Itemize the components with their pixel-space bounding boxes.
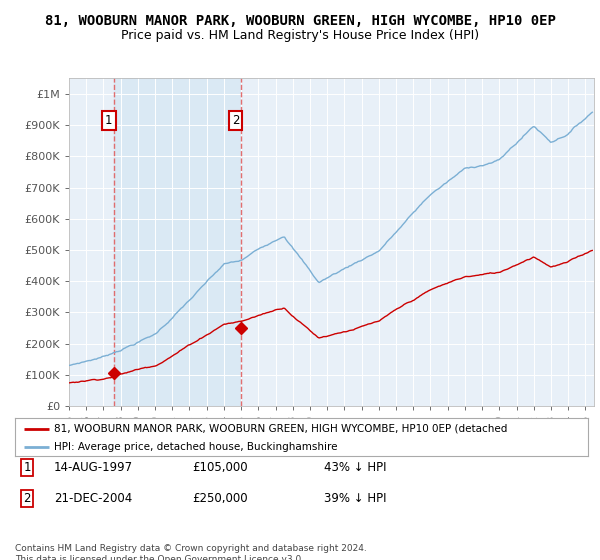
Text: Contains HM Land Registry data © Crown copyright and database right 2024.
This d: Contains HM Land Registry data © Crown c…: [15, 544, 367, 560]
Text: 1: 1: [105, 114, 113, 127]
Text: £105,000: £105,000: [192, 461, 248, 474]
Bar: [114, 78, 241, 406]
Text: Price paid vs. HM Land Registry's House Price Index (HPI): Price paid vs. HM Land Registry's House …: [121, 29, 479, 42]
Text: £250,000: £250,000: [192, 492, 248, 505]
Text: 43% ↓ HPI: 43% ↓ HPI: [324, 461, 386, 474]
Text: 2: 2: [23, 492, 31, 505]
Text: 81, WOOBURN MANOR PARK, WOOBURN GREEN, HIGH WYCOMBE, HP10 0EP: 81, WOOBURN MANOR PARK, WOOBURN GREEN, H…: [44, 14, 556, 28]
Text: 21-DEC-2004: 21-DEC-2004: [54, 492, 132, 505]
Text: HPI: Average price, detached house, Buckinghamshire: HPI: Average price, detached house, Buck…: [54, 442, 337, 452]
Text: 1: 1: [23, 461, 31, 474]
Text: 39% ↓ HPI: 39% ↓ HPI: [324, 492, 386, 505]
Text: 81, WOOBURN MANOR PARK, WOOBURN GREEN, HIGH WYCOMBE, HP10 0EP (detached: 81, WOOBURN MANOR PARK, WOOBURN GREEN, H…: [54, 424, 508, 434]
Text: 14-AUG-1997: 14-AUG-1997: [54, 461, 133, 474]
Text: 2: 2: [232, 114, 239, 127]
